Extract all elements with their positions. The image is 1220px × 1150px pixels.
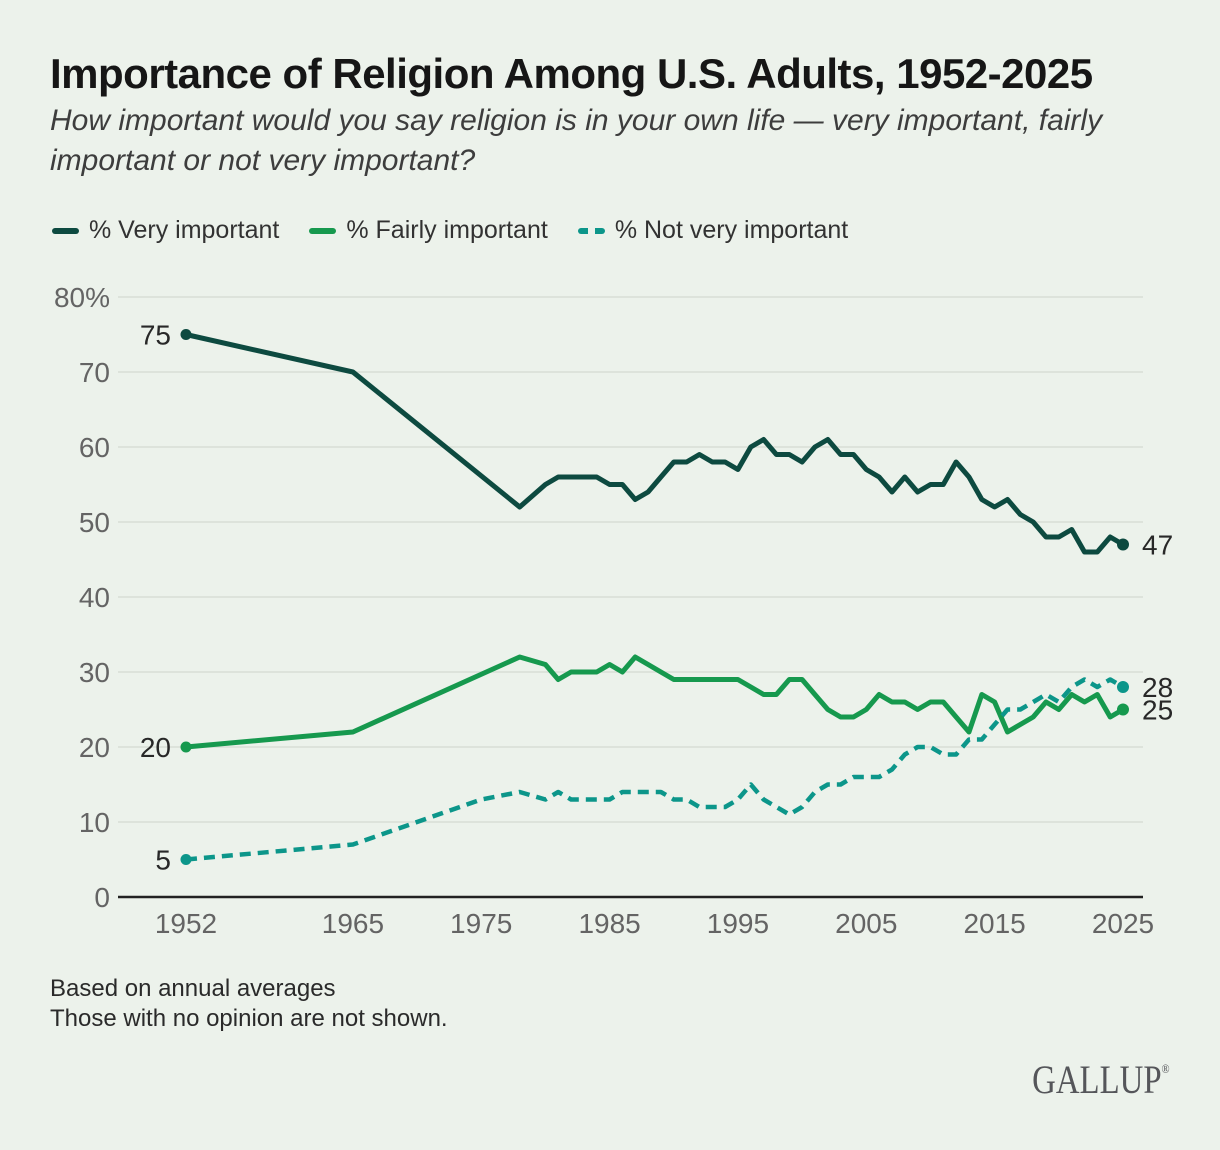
y-tick-label: 70	[79, 357, 110, 388]
gallup-wordmark: GALLUP	[1032, 1057, 1162, 1102]
footnote-line-1: Based on annual averages	[50, 975, 336, 1002]
x-tick-label: 1995	[707, 908, 769, 939]
not-very-important-end-value-label: 28	[1142, 672, 1173, 703]
x-tick-label: 2005	[835, 908, 897, 939]
y-tick-label: 10	[79, 807, 110, 838]
y-tick-label: 60	[79, 432, 110, 463]
fairly-important-start-value-label: 20	[140, 732, 171, 763]
y-tick-label: 20	[79, 732, 110, 763]
legend-label-not-very-important: % Not very important	[614, 216, 849, 244]
legend-label-fairly-important: % Fairly important	[346, 216, 548, 244]
footnote: Based on annual averages Those with no o…	[50, 974, 448, 1034]
page-subtitle: How important would you say religion is …	[50, 104, 1103, 177]
fairly-important-end-value-label: 25	[1142, 695, 1173, 726]
legend-label-very-important: % Very important	[89, 216, 280, 244]
y-tick-label: 50	[79, 507, 110, 538]
very-important-start-dot	[180, 329, 192, 340]
footnote-line-2: Those with no opinion are not shown.	[50, 1005, 448, 1032]
legend-swatch-very-important	[52, 227, 79, 234]
fairly-important-start-dot	[180, 741, 192, 753]
x-tick-label: 2025	[1092, 908, 1154, 939]
not-very-important-end-dot	[1117, 681, 1129, 693]
very-important-end-value-label: 47	[1142, 530, 1173, 561]
very-important-start-value-label: 75	[140, 320, 171, 351]
registered-mark: ®	[1161, 1061, 1170, 1076]
page-title: Importance of Religion Among U.S. Adults…	[50, 50, 1093, 97]
y-tick-label: 0	[94, 882, 110, 913]
not-very-important-start-value-label: 5	[155, 845, 171, 876]
very-important-end-dot	[1117, 538, 1129, 551]
y-tick-label: 40	[79, 582, 110, 613]
x-tick-label: 1975	[450, 908, 512, 939]
legend-swatch-fairly-important	[309, 227, 337, 234]
x-tick-label: 2015	[963, 908, 1025, 939]
legend-item-very-important: % Very important	[52, 216, 279, 245]
gallup-logo: GALLUP®	[1033, 1056, 1170, 1103]
x-tick-label: 1985	[578, 908, 640, 939]
not-very-important-start-dot	[180, 854, 192, 865]
legend: % Very important % Fairly important % No…	[52, 216, 848, 245]
legend-item-not-very-important: % Not very important	[577, 216, 849, 245]
series-line-not-very-important	[185, 677, 1125, 862]
series-line-fairly-important	[185, 654, 1125, 750]
legend-item-fairly-important: % Fairly important	[309, 216, 548, 245]
y-tick-label: 80%	[54, 282, 110, 313]
fairly-important-end-dot	[1117, 703, 1129, 716]
legend-swatch-not-very-important	[577, 227, 605, 234]
y-tick-label: 30	[79, 657, 110, 688]
x-tick-label: 1965	[322, 908, 384, 939]
x-tick-label: 1952	[155, 908, 217, 939]
series-line-very-important	[185, 332, 1125, 555]
